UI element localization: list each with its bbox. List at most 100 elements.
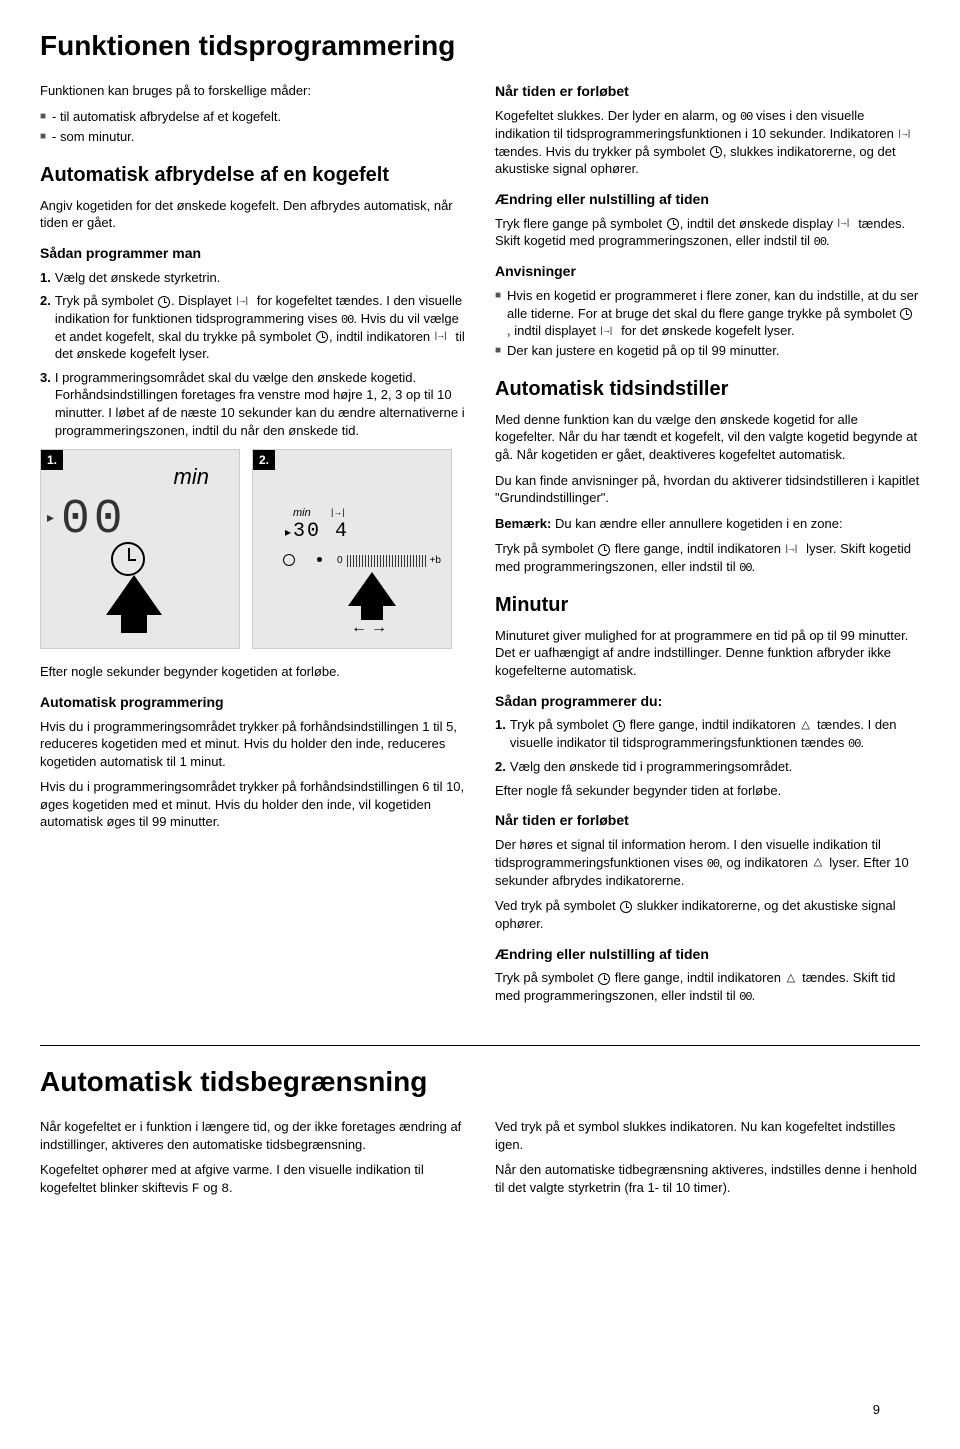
track-icon xyxy=(236,297,252,307)
s2-left-p1: Når kogefeltet er i funktion i længere t… xyxy=(40,1118,465,1153)
display-8: 8 xyxy=(221,1181,229,1196)
slider-bar: 0 +b xyxy=(337,554,441,568)
dot-icon xyxy=(317,557,322,562)
track-icon xyxy=(838,219,854,229)
track-icon xyxy=(786,545,802,555)
clock-icon xyxy=(283,554,295,566)
step-text: Vælg det ønskede styrketrin. xyxy=(55,269,220,287)
clock-icon xyxy=(111,542,145,576)
steps-list: 1.Vælg det ønskede styrketrin. 2. Tryk p… xyxy=(40,269,465,440)
min-label: min xyxy=(174,462,209,492)
figure-2: 2. min |→| ▸30 4 0 +b ←→ xyxy=(252,449,452,649)
auto-prog-p2: Hvis du i programmeringsområdet trykker … xyxy=(40,778,465,831)
bell-icon xyxy=(813,857,825,869)
left-right-arrow-icon: ←→ xyxy=(351,617,391,639)
left-column-2: Når kogefeltet er i funktion i længere t… xyxy=(40,1118,465,1205)
step-number: 1. xyxy=(40,269,51,287)
segment-display-2: 4 xyxy=(335,518,347,545)
heading-how-to: Sådan programmer man xyxy=(40,244,465,263)
bullet-icon: ■ xyxy=(40,128,46,146)
intro-text: Funktionen kan bruges på to forskellige … xyxy=(40,82,465,100)
auto-prog-p1: Hvis du i programmeringsområdet trykker … xyxy=(40,718,465,771)
display-00: 00 xyxy=(739,990,751,1004)
display-00: 00 xyxy=(814,235,826,249)
heading-how-to-2: Sådan programmerer du: xyxy=(495,692,920,711)
change-reset-text: Tryk flere gange på symbolet , indtil de… xyxy=(495,215,920,251)
after-figure-text: Efter nogle sekunder begynder kogetiden … xyxy=(40,663,465,681)
heading-time-elapsed-2: Når tiden er forløbet xyxy=(495,811,920,830)
figure-number: 2. xyxy=(253,450,275,470)
auto-timer-p2: Du kan finde anvisninger på, hvordan du … xyxy=(495,472,920,507)
bullet-icon: ■ xyxy=(495,287,501,340)
figure-1: 1. min ▸ 00 xyxy=(40,449,240,649)
auto-off-desc: Angiv kogetiden for det ønskede kogefelt… xyxy=(40,197,465,232)
minutur-after: Efter nogle få sekunder begynder tiden a… xyxy=(495,782,920,800)
track-icon xyxy=(435,332,451,342)
note-text: Hvis en kogetid er programmeret i flere … xyxy=(507,287,920,340)
minutur-desc: Minuturet giver mulighed for at programm… xyxy=(495,627,920,680)
auto-timer-p1: Med denne funktion kan du vælge den ønsk… xyxy=(495,411,920,464)
step-number: 1. xyxy=(495,716,506,752)
segment-display: ▸30 xyxy=(285,518,321,545)
minutur-steps: 1. Tryk på symbolet flere gange, indtil … xyxy=(495,716,920,775)
figure-row: 1. min ▸ 00 2. min |→| ▸30 4 0 xyxy=(40,449,465,649)
heading-auto-prog: Automatisk programmering xyxy=(40,693,465,712)
display-00: 00 xyxy=(848,737,860,751)
step-text: Tryk på symbolet . Displayet for kogefel… xyxy=(55,292,465,363)
up-arrow-icon xyxy=(348,572,396,620)
step-number: 2. xyxy=(495,758,506,776)
bell-icon xyxy=(786,973,798,985)
step-number: 2. xyxy=(40,292,51,363)
bullet-icon: ■ xyxy=(40,108,46,126)
heading-auto-timer: Automatisk tidsindstiller xyxy=(495,376,920,403)
mode-list: ■ - til automatisk afbrydelse af et kogef… xyxy=(40,108,465,146)
time-elapsed-2-text: Der høres et signal til information hero… xyxy=(495,836,920,889)
time-elapsed-2-text2: Ved tryk på symbolet slukker indikatorer… xyxy=(495,897,920,932)
indicator-triangle: ▸ xyxy=(47,508,54,527)
notes-list: ■ Hvis en kogetid er programmeret i fler… xyxy=(495,287,920,360)
bullet-text: - til automatisk afbrydelse af et kogefe… xyxy=(52,108,281,126)
page-number: 9 xyxy=(873,1402,880,1417)
change-reset-2-text: Tryk på symbolet flere gange, indtil ind… xyxy=(495,969,920,1005)
note-text: Der kan justere en kogetid på op til 99 … xyxy=(507,342,779,360)
heading-notes: Anvisninger xyxy=(495,262,920,281)
section-divider xyxy=(40,1045,920,1046)
clock-icon xyxy=(598,544,610,556)
time-elapsed-text: Kogefeltet slukkes. Der lyder en alarm, … xyxy=(495,107,920,178)
clock-icon xyxy=(598,973,610,985)
right-column-2: Ved tryk på et symbol slukkes indikatore… xyxy=(495,1118,920,1205)
display-00: 00 xyxy=(341,313,353,327)
track-icon xyxy=(601,327,617,337)
figure-number: 1. xyxy=(41,450,63,470)
bullet-text: - som minutur. xyxy=(52,128,134,146)
heading-minutur: Minutur xyxy=(495,592,920,619)
note-line: Bemærk: Du kan ændre eller annullere kog… xyxy=(495,515,920,533)
slider-zero: 0 xyxy=(337,554,343,568)
heading-time-elapsed: Når tiden er forløbet xyxy=(495,82,920,101)
left-column: Funktionen kan bruges på to forskellige … xyxy=(40,82,465,1013)
slider-max: +b xyxy=(430,554,441,568)
clock-icon xyxy=(667,218,679,230)
display-F: F xyxy=(192,1181,200,1196)
clock-icon xyxy=(613,720,625,732)
heading-auto-off: Automatisk afbrydelse af en kogefelt xyxy=(40,162,465,189)
clock-icon xyxy=(158,296,170,308)
heading-change-reset-2: Ændring eller nulstilling af tiden xyxy=(495,945,920,964)
note-label: Bemærk: xyxy=(495,516,551,531)
step-text: I programmeringsområdet skal du vælge de… xyxy=(55,369,465,439)
clock-icon xyxy=(316,331,328,343)
heading-change-reset: Ændring eller nulstilling af tiden xyxy=(495,190,920,209)
step-text: Vælg den ønskede tid i programmeringsomr… xyxy=(510,758,793,776)
display-00: 00 xyxy=(739,561,751,575)
clock-icon xyxy=(900,308,912,320)
display-00: 00 xyxy=(707,857,719,871)
auto-timer-p3: Tryk på symbolet flere gange, indtil ind… xyxy=(495,540,920,576)
bullet-icon: ■ xyxy=(495,342,501,360)
right-column: Når tiden er forløbet Kogefeltet slukkes… xyxy=(495,82,920,1013)
bell-icon xyxy=(800,720,812,732)
clock-icon xyxy=(710,146,722,158)
s2-left-p2: Kogefeltet ophører med at afgive varme. … xyxy=(40,1161,465,1197)
display-00: 00 xyxy=(740,110,752,124)
s2-right-p1: Ved tryk på et symbol slukkes indikatore… xyxy=(495,1118,920,1153)
section-title-1: Funktionen tidsprogrammering xyxy=(40,30,920,62)
